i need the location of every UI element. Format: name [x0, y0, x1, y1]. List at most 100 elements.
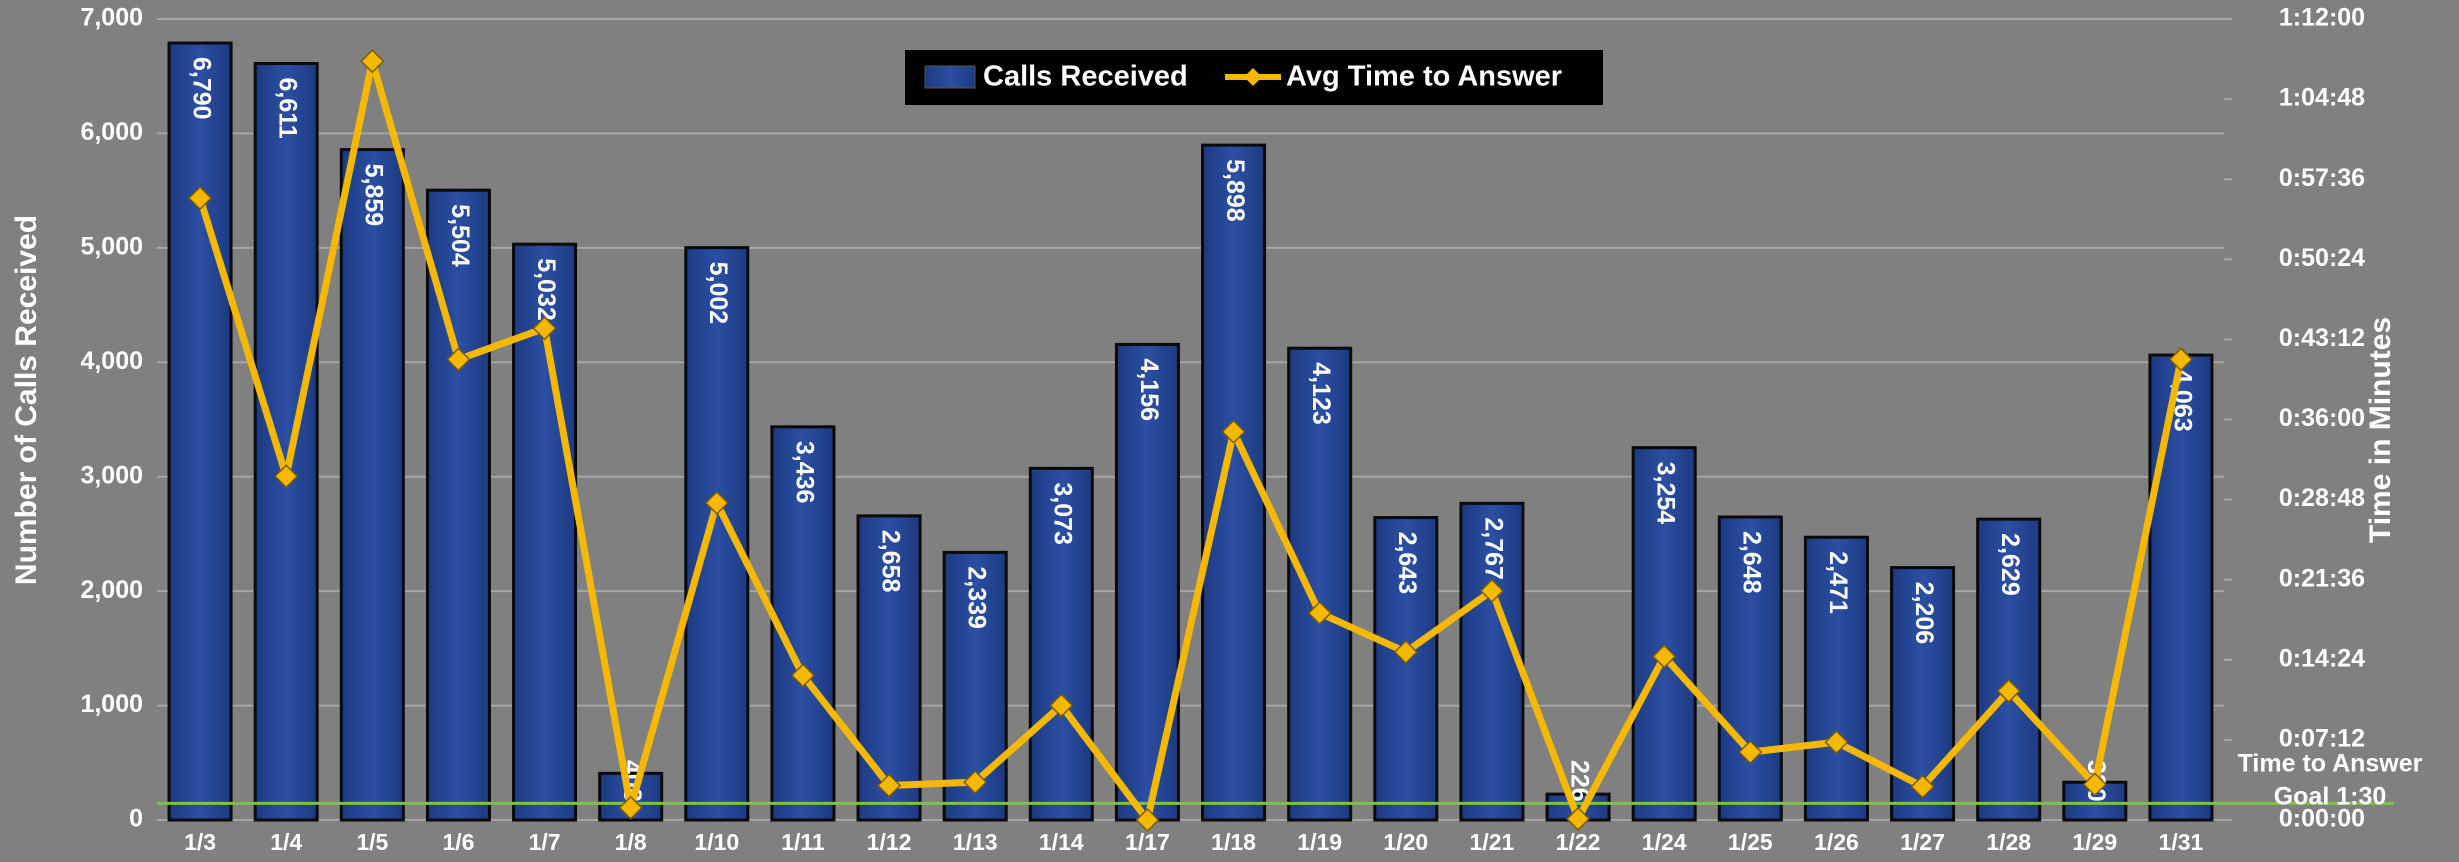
bar — [2148, 353, 2214, 822]
x-tick-label: 1/4 — [270, 829, 302, 855]
line-marker — [790, 663, 815, 688]
y2-tick-label: 0:28:48 — [2279, 484, 2365, 512]
x-tick-label: 1/8 — [615, 829, 647, 855]
line-marker — [877, 773, 902, 798]
line-marker — [1479, 578, 1505, 603]
y-tick-label: 5,000 — [80, 232, 143, 260]
line-marker — [360, 49, 385, 74]
value-label: 2,339 — [963, 566, 991, 629]
x-tick-label: 1/7 — [529, 829, 561, 855]
x-tick-label: 1/17 — [1125, 829, 1170, 855]
value-label: 6,790 — [187, 57, 215, 120]
y2-tick-label: 1:12:00 — [2279, 4, 2365, 32]
bar — [253, 62, 319, 822]
value-label: 6,611 — [274, 78, 302, 139]
value-label: 5,898 — [1221, 159, 1249, 222]
y-axis-title: Number of Calls Received — [10, 215, 43, 585]
line-marker — [188, 186, 213, 211]
line-marker — [2082, 772, 2107, 797]
line-marker — [1738, 740, 1763, 765]
x-tick-label: 1/26 — [1814, 829, 1859, 855]
value-label: 2,206 — [1910, 582, 1938, 645]
bar — [1287, 346, 1353, 822]
value-label: 5,002 — [704, 262, 732, 325]
bar — [770, 425, 836, 822]
x-tick-label: 1/24 — [1642, 829, 1687, 855]
value-label: 3,254 — [1652, 462, 1680, 525]
y-tick-label: 4,000 — [80, 347, 143, 375]
line-marker — [1824, 730, 1849, 755]
value-label: 5,859 — [360, 164, 388, 227]
x-tick-label: 1/29 — [2072, 829, 2117, 855]
y2-tick-label: 0:50:24 — [2279, 244, 2365, 272]
x-tick-label: 1/5 — [356, 829, 388, 855]
x-tick-label: 1/28 — [1986, 829, 2031, 855]
value-label: 2,658 — [876, 530, 904, 593]
legend-swatch — [924, 65, 976, 89]
line-marker — [274, 464, 299, 489]
legend-label: Calls Received — [983, 61, 1188, 93]
value-label: 4,123 — [1307, 362, 1335, 425]
bar — [1459, 501, 1525, 822]
value-label: 2,643 — [1393, 532, 1421, 595]
x-tick-label: 1/3 — [184, 829, 216, 855]
line-marker — [704, 490, 729, 515]
x-tick-label: 1/14 — [1039, 829, 1084, 855]
line-marker — [1307, 601, 1332, 626]
x-tick-label: 1/31 — [2159, 829, 2204, 855]
y-tick-label: 3,000 — [80, 461, 143, 489]
x-tick-label: 1/22 — [1556, 829, 1601, 855]
bar — [1631, 446, 1697, 822]
line-marker — [446, 347, 471, 372]
bar — [1717, 515, 1783, 822]
bar — [1803, 535, 1869, 822]
goal-label: Goal 1:30 — [2274, 783, 2387, 811]
x-tick-label: 1/10 — [694, 829, 739, 855]
line-marker — [1565, 806, 1591, 831]
line-marker — [1221, 419, 1246, 444]
bar — [1976, 517, 2042, 822]
line-marker — [963, 770, 988, 795]
bar — [2062, 780, 2128, 822]
line — [196, 57, 2185, 824]
y2-tick-label: 1:04:48 — [2279, 84, 2365, 112]
y2-tick-label: 0:07:12 — [2279, 725, 2365, 753]
value-label: 4,156 — [1135, 358, 1163, 421]
x-tick-label: 1/21 — [1470, 829, 1515, 855]
x-tick-label: 1/6 — [442, 829, 474, 855]
y2-axis-title: Time in Minutes — [2364, 317, 2397, 543]
line-marker — [1049, 693, 1074, 718]
x-tick-label: 1/27 — [1900, 829, 1945, 855]
value-label: 3,436 — [790, 441, 818, 504]
x-tick-label: 1/25 — [1728, 829, 1773, 855]
value-label: 2,648 — [1738, 531, 1766, 594]
value-label: 2,629 — [1996, 533, 2024, 596]
y2-tick-label: 0:43:12 — [2279, 324, 2365, 352]
line-marker — [1135, 807, 1160, 833]
y2-tick-label: 0:00:00 — [2279, 805, 2365, 833]
value-label: 2,471 — [1824, 551, 1852, 614]
value-label: 5,504 — [446, 204, 474, 267]
y2-tick-label: 0:57:36 — [2279, 164, 2365, 192]
x-tick-label: 1/13 — [953, 829, 998, 855]
bar — [167, 41, 233, 822]
legend-label: Avg Time to Answer — [1286, 61, 1562, 93]
line-marker — [1652, 644, 1677, 669]
y-tick-label: 2,000 — [80, 576, 143, 604]
y-tick-label: 0 — [129, 805, 143, 833]
y2-tick-label: 0:21:36 — [2279, 564, 2365, 592]
x-tick-label: 1/19 — [1297, 829, 1342, 855]
value-label: 3,073 — [1049, 482, 1077, 545]
bar — [339, 148, 405, 822]
y-tick-label: 1,000 — [80, 690, 143, 718]
legend-marker — [1244, 68, 1262, 86]
y-tick-label: 6,000 — [80, 118, 143, 146]
bar — [1028, 466, 1094, 822]
x-tick-label: 1/20 — [1383, 829, 1428, 855]
value-label: 5,032 — [532, 258, 560, 321]
y-tick-label: 7,000 — [80, 4, 143, 32]
line-marker — [618, 795, 643, 820]
line-marker — [1996, 678, 2021, 704]
bar — [684, 246, 750, 822]
